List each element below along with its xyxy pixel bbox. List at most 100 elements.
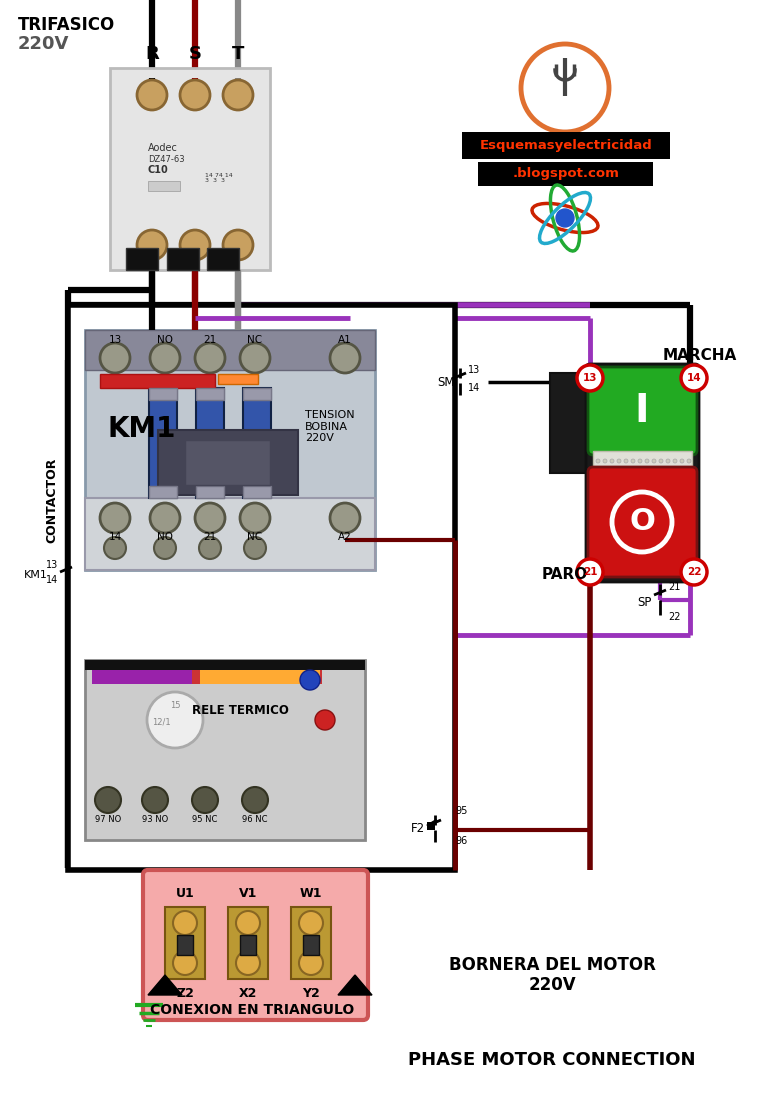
- Circle shape: [681, 365, 707, 391]
- Bar: [158, 430, 298, 495]
- Bar: [177, 935, 193, 955]
- Text: 13: 13: [46, 560, 58, 570]
- Circle shape: [104, 537, 126, 559]
- Text: KM1: KM1: [108, 415, 176, 442]
- Circle shape: [315, 710, 335, 730]
- Circle shape: [240, 343, 270, 373]
- Circle shape: [638, 459, 642, 462]
- Bar: [218, 374, 258, 384]
- Text: F2: F2: [411, 822, 425, 834]
- Circle shape: [236, 952, 260, 975]
- Bar: [243, 388, 271, 498]
- Text: 95: 95: [455, 806, 467, 816]
- Text: 13: 13: [109, 335, 122, 345]
- Circle shape: [199, 537, 221, 559]
- Text: SP: SP: [638, 597, 652, 610]
- Text: KM1: KM1: [24, 570, 48, 580]
- Bar: [303, 935, 319, 955]
- Text: Esquemasyelectricidad: Esquemasyelectricidad: [480, 139, 652, 152]
- Circle shape: [223, 80, 253, 110]
- Text: 21: 21: [668, 582, 680, 592]
- Bar: [100, 374, 215, 388]
- Text: 22: 22: [668, 612, 680, 622]
- Text: W1: W1: [299, 887, 322, 901]
- Circle shape: [300, 670, 320, 690]
- Text: PHASE MOTOR CONNECTION: PHASE MOTOR CONNECTION: [408, 1051, 695, 1069]
- Text: V1: V1: [239, 887, 257, 901]
- Bar: [148, 181, 180, 191]
- Bar: [462, 132, 670, 159]
- Circle shape: [299, 952, 323, 975]
- Circle shape: [244, 537, 266, 559]
- Circle shape: [180, 80, 210, 110]
- Text: 96 NC: 96 NC: [242, 815, 268, 824]
- Bar: [85, 330, 375, 570]
- Text: CONEXION EN TRIANGULO: CONEXION EN TRIANGULO: [150, 1003, 354, 1017]
- Text: 21: 21: [204, 335, 217, 345]
- Circle shape: [556, 208, 574, 227]
- Text: TENSION
BOBINA
220V: TENSION BOBINA 220V: [305, 410, 355, 444]
- Text: |: |: [65, 564, 71, 579]
- Bar: [196, 388, 224, 400]
- Bar: [85, 660, 365, 670]
- Text: 13: 13: [583, 373, 597, 383]
- Text: 21: 21: [583, 567, 597, 577]
- Bar: [92, 670, 192, 684]
- Text: NO: NO: [157, 335, 173, 345]
- Text: T: T: [232, 45, 244, 63]
- Text: 220V: 220V: [528, 976, 576, 994]
- Circle shape: [645, 459, 649, 462]
- Circle shape: [612, 492, 672, 552]
- Circle shape: [631, 459, 635, 462]
- Bar: [240, 935, 256, 955]
- Text: 14: 14: [109, 532, 122, 542]
- Circle shape: [147, 692, 203, 747]
- Text: NC: NC: [248, 335, 262, 345]
- Bar: [85, 660, 365, 840]
- Circle shape: [154, 537, 176, 559]
- Circle shape: [521, 44, 609, 132]
- Circle shape: [95, 787, 121, 813]
- Text: 13: 13: [468, 365, 480, 375]
- Circle shape: [596, 459, 600, 462]
- Text: A1: A1: [338, 335, 352, 345]
- Text: O: O: [629, 508, 655, 537]
- Circle shape: [173, 910, 197, 935]
- Circle shape: [137, 80, 167, 110]
- Text: 95 NC: 95 NC: [192, 815, 217, 824]
- Circle shape: [137, 230, 167, 260]
- Text: 14: 14: [468, 383, 480, 393]
- Text: 220V: 220V: [18, 35, 69, 53]
- Text: 15: 15: [170, 702, 181, 711]
- Bar: [228, 907, 268, 979]
- Text: S: S: [188, 45, 201, 63]
- Circle shape: [610, 459, 614, 462]
- Circle shape: [577, 559, 603, 586]
- Text: Aodec: Aodec: [148, 143, 178, 153]
- Circle shape: [659, 459, 663, 462]
- Bar: [165, 907, 205, 979]
- Bar: [207, 248, 239, 269]
- Bar: [243, 388, 271, 400]
- Circle shape: [577, 365, 603, 391]
- Text: 14: 14: [687, 373, 701, 383]
- Bar: [185, 440, 270, 485]
- Text: 22: 22: [687, 567, 701, 577]
- Text: Z2: Z2: [176, 987, 194, 1000]
- Text: I: I: [635, 391, 649, 430]
- Bar: [68, 305, 455, 869]
- Text: SM: SM: [438, 376, 455, 389]
- FancyBboxPatch shape: [586, 364, 699, 582]
- Text: 96: 96: [455, 836, 467, 846]
- Text: NO: NO: [157, 532, 173, 542]
- Bar: [427, 822, 435, 830]
- Circle shape: [173, 952, 197, 975]
- FancyBboxPatch shape: [588, 367, 697, 455]
- Circle shape: [617, 459, 621, 462]
- Text: 14 74 14
3  3  3: 14 74 14 3 3 3: [205, 173, 233, 183]
- Bar: [85, 498, 375, 570]
- Text: X2: X2: [239, 987, 257, 1000]
- Bar: [478, 162, 653, 186]
- Circle shape: [142, 787, 168, 813]
- FancyBboxPatch shape: [588, 467, 697, 577]
